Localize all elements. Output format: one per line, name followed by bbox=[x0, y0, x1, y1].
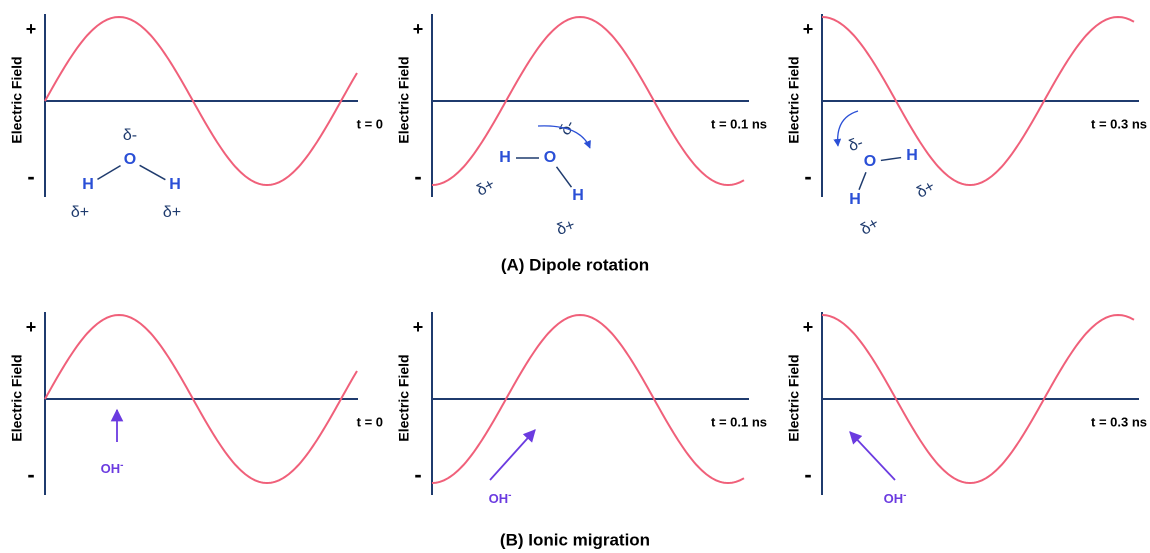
y-label: Electric Field bbox=[786, 354, 802, 441]
ion-label: OH- bbox=[489, 490, 512, 507]
time-label: t = 0 bbox=[357, 116, 383, 131]
atom: O bbox=[544, 149, 556, 166]
field-wave bbox=[821, 15, 1135, 187]
y-label: Electric Field bbox=[9, 354, 25, 441]
atom: O bbox=[864, 153, 876, 170]
caption: (B) Ionic migration bbox=[500, 530, 650, 549]
partial-charge: δ+ bbox=[71, 204, 89, 221]
field-wave bbox=[821, 313, 1135, 485]
ion-name: OH bbox=[101, 461, 121, 476]
atom: H bbox=[82, 176, 94, 193]
bond bbox=[880, 156, 902, 162]
atom: H bbox=[849, 191, 861, 208]
ion-charge: - bbox=[508, 490, 511, 501]
rotation-arrow bbox=[537, 125, 591, 149]
caption: (A) Dipole rotation bbox=[501, 255, 649, 274]
bond bbox=[139, 164, 166, 181]
atom: H bbox=[169, 176, 181, 193]
atom: O bbox=[124, 151, 136, 168]
minus-sign: - bbox=[414, 462, 421, 487]
bond bbox=[555, 166, 573, 188]
plus-sign: + bbox=[26, 317, 37, 337]
bond bbox=[97, 164, 121, 181]
field-wave bbox=[44, 313, 358, 485]
partial-charge: δ- bbox=[846, 134, 865, 155]
bond bbox=[858, 171, 867, 191]
field-wave bbox=[44, 15, 358, 187]
partial-charge: δ+ bbox=[163, 204, 181, 221]
ion-name: OH bbox=[489, 491, 509, 506]
partial-charge: δ- bbox=[557, 117, 579, 138]
minus-sign: - bbox=[804, 164, 811, 189]
partial-charge: δ+ bbox=[474, 176, 498, 200]
atom: H bbox=[499, 149, 511, 166]
plus-sign: + bbox=[413, 317, 424, 337]
migration-arrow bbox=[489, 429, 536, 481]
ion-charge: - bbox=[903, 490, 906, 501]
minus-sign: - bbox=[804, 462, 811, 487]
minus-sign: - bbox=[27, 462, 34, 487]
partial-charge: δ+ bbox=[914, 178, 938, 202]
partial-charge: δ+ bbox=[554, 217, 577, 239]
minus-sign: - bbox=[414, 164, 421, 189]
y-label: Electric Field bbox=[396, 56, 412, 143]
y-label: Electric Field bbox=[786, 56, 802, 143]
partial-charge: δ- bbox=[123, 127, 137, 144]
field-wave bbox=[431, 313, 745, 485]
time-label: t = 0.1 ns bbox=[711, 414, 767, 429]
migration-arrow bbox=[849, 431, 896, 481]
y-label: Electric Field bbox=[396, 354, 412, 441]
time-label: t = 0.3 ns bbox=[1091, 116, 1147, 131]
plus-sign: + bbox=[803, 19, 814, 39]
time-label: t = 0.3 ns bbox=[1091, 414, 1147, 429]
plus-sign: + bbox=[413, 19, 424, 39]
ion-name: OH bbox=[884, 491, 904, 506]
field-wave bbox=[431, 15, 745, 187]
time-label: t = 0 bbox=[357, 414, 383, 429]
partial-charge: δ+ bbox=[858, 215, 882, 239]
plus-sign: + bbox=[26, 19, 37, 39]
ion-charge: - bbox=[120, 460, 123, 471]
ion-label: OH- bbox=[101, 460, 124, 477]
atom: H bbox=[906, 147, 918, 164]
rotation-arrow bbox=[833, 110, 859, 147]
minus-sign: - bbox=[27, 164, 34, 189]
atom: H bbox=[572, 187, 584, 204]
y-label: Electric Field bbox=[9, 56, 25, 143]
time-label: t = 0.1 ns bbox=[711, 116, 767, 131]
ion-label: OH- bbox=[884, 490, 907, 507]
plus-sign: + bbox=[803, 317, 814, 337]
